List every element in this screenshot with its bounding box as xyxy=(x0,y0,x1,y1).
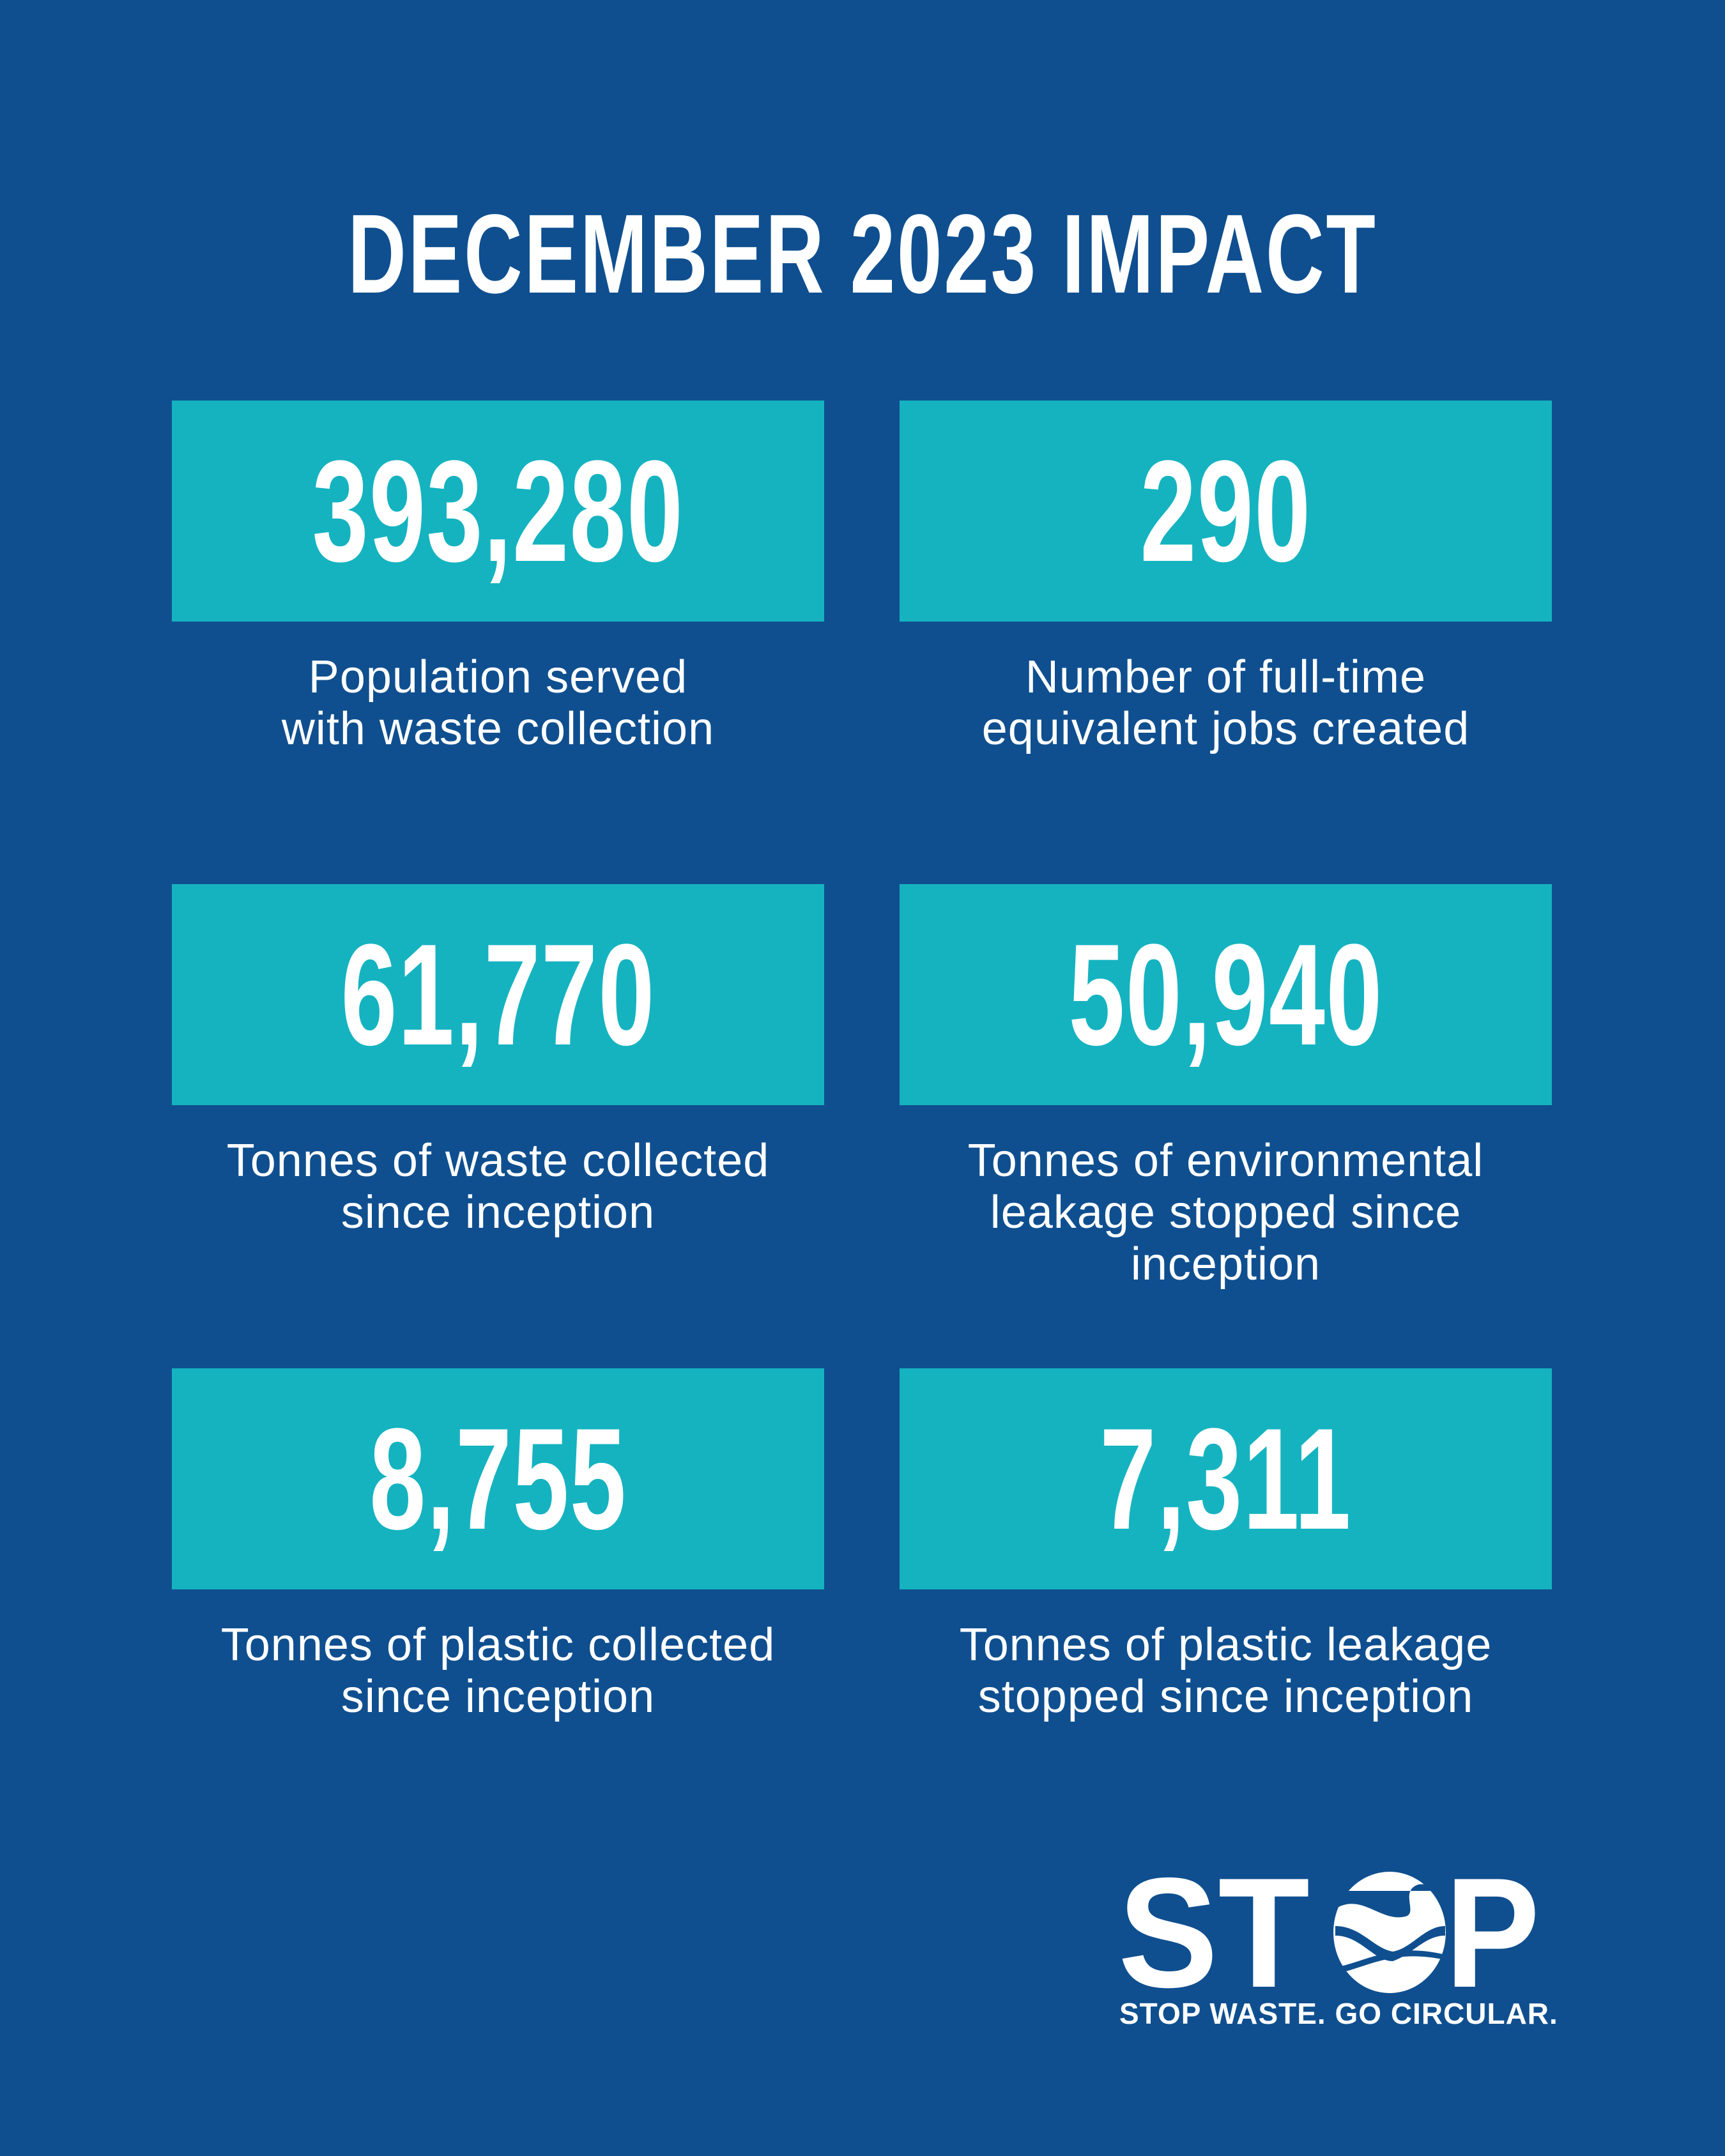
stat-label: Tonnes of plastic collected since incept… xyxy=(220,1619,776,1722)
stop-logo: ST P xyxy=(1118,1865,1540,1993)
stat-tile-plastic-collected: 8,755 xyxy=(172,1368,824,1589)
stat-value: 50,940 xyxy=(1068,914,1383,1075)
stat-label: Number of full-time equivalent jobs crea… xyxy=(981,652,1470,754)
logo-tagline: STOP WASTE. GO CIRCULAR. xyxy=(1119,1997,1558,2030)
svg-text:P: P xyxy=(1445,1865,1540,1993)
svg-text:ST: ST xyxy=(1118,1865,1310,1993)
stat-label: Population served with waste collection xyxy=(281,652,715,754)
stat-value: 61,770 xyxy=(341,914,656,1075)
stat-tile-plastic-leakage: 7,311 xyxy=(900,1368,1552,1589)
stat-value: 393,280 xyxy=(312,430,684,592)
page-title: DECEMBER 2023 IMPACT xyxy=(0,198,1725,310)
stat-label: Tonnes of plastic leakage stopped since … xyxy=(959,1619,1492,1722)
stat-tile-waste-collected: 61,770 xyxy=(172,884,824,1105)
stat-value: 290 xyxy=(1140,430,1312,592)
globe-wave-icon xyxy=(1333,1872,1446,1993)
stat-value: 7,311 xyxy=(1100,1398,1352,1559)
stat-tile-leakage-stopped: 50,940 xyxy=(900,884,1552,1105)
stat-label: Tonnes of waste collected since inceptio… xyxy=(226,1135,770,1238)
stat-value: 8,755 xyxy=(369,1398,627,1559)
stat-label: Tonnes of environmental leakage stopped … xyxy=(967,1135,1484,1290)
page-title-text: DECEMBER 2023 IMPACT xyxy=(348,192,1377,317)
stat-tile-population: 393,280 xyxy=(172,401,824,622)
stat-tile-jobs: 290 xyxy=(900,401,1552,622)
